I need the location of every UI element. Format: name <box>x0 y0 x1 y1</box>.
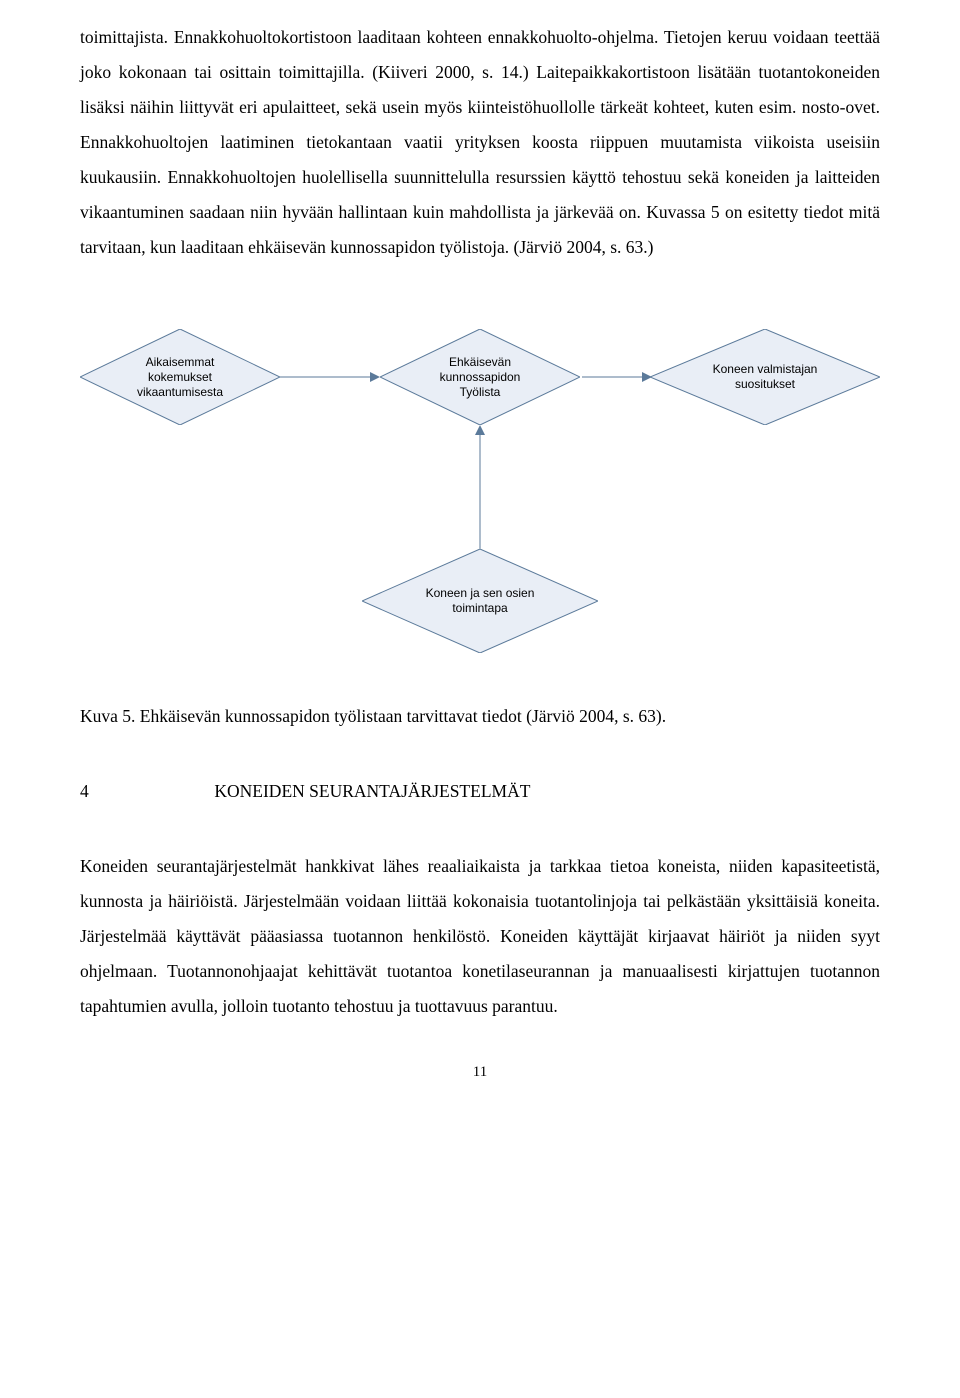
diagram-node-center: Ehkäisevän kunnossapidon Työlista <box>380 329 580 425</box>
section-heading: 4 KONEIDEN SEURANTAJÄRJESTELMÄT <box>80 774 880 809</box>
section-title: KONEIDEN SEURANTAJÄRJESTELMÄT <box>214 781 530 801</box>
node-bottom-line1: Koneen ja sen osien <box>426 586 535 600</box>
diagram-node-left: Aikaisemmat kokemukset vikaantumisesta <box>80 329 280 425</box>
node-left-line3: vikaantumisesta <box>137 385 223 399</box>
figure-caption: Kuva 5. Ehkäisevän kunnossapidon työlist… <box>80 699 880 734</box>
node-center-line2: kunnossapidon <box>440 370 521 384</box>
node-right-line1: Koneen valmistajan <box>713 362 818 376</box>
node-left-line1: Aikaisemmat <box>146 355 215 369</box>
section-number: 4 <box>80 774 210 809</box>
node-bottom-line2: toimintapa <box>452 601 507 615</box>
diagram-node-bottom: Koneen ja sen osien toimintapa <box>362 549 598 653</box>
diagram-node-right: Koneen valmistajan suositukset <box>650 329 880 425</box>
page-number: 11 <box>80 1064 880 1081</box>
paragraph-1: toimittajista. Ennakkohuoltokortistoon l… <box>80 20 880 265</box>
paragraph-2: Koneiden seurantajärjestelmät hankkivat … <box>80 849 880 1024</box>
diagram-kuva5: Aikaisemmat kokemukset vikaantumisesta E… <box>80 289 880 689</box>
node-left-line2: kokemukset <box>148 370 212 384</box>
node-right-line2: suositukset <box>735 377 795 391</box>
node-center-line1: Ehkäisevän <box>449 355 511 369</box>
node-center-line3: Työlista <box>460 385 501 399</box>
